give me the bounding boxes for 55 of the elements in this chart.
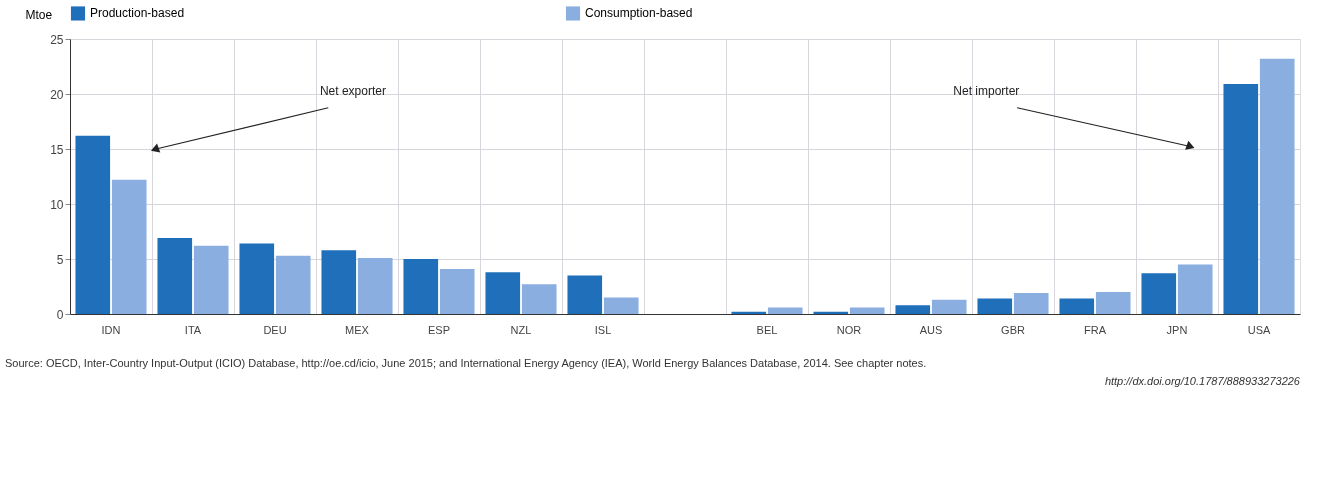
- x-tick-label: ISL: [594, 323, 612, 336]
- y-tick-label: 20: [50, 87, 64, 102]
- x-tick-label: NOR: [836, 323, 862, 336]
- bar: [521, 284, 557, 314]
- y-tick-label: 25: [50, 32, 64, 47]
- text: http://dx.doi.org/10.1787/888933273226: [1104, 375, 1301, 387]
- x-tick-label: USA: [1247, 323, 1271, 336]
- bar: [1095, 292, 1131, 314]
- bar: [1177, 264, 1213, 314]
- bar: [731, 311, 767, 314]
- x-tick-label: MEX: [345, 323, 370, 336]
- bar: [931, 299, 967, 314]
- x-tick-label: JPN: [1166, 323, 1188, 336]
- x-tick-label: DEU: [263, 323, 287, 336]
- bar: [485, 272, 521, 314]
- bar: [1059, 298, 1095, 314]
- bar: [239, 243, 275, 314]
- bar: [1223, 84, 1259, 314]
- y-tick-label: 10: [50, 197, 64, 212]
- bar: [977, 298, 1013, 314]
- bar: [275, 255, 311, 314]
- x-tick-label: IDN: [101, 323, 121, 336]
- bar: [193, 245, 229, 314]
- y-axis-title: Mtoe: [25, 7, 53, 22]
- bar: [813, 311, 849, 314]
- bar: [1259, 58, 1295, 314]
- y-tick-label: 15: [50, 142, 64, 157]
- source-note: Source: OECD, Inter-Country Input-Output (ICIO) Database, http://oe.cd/icio, June 2015; and International Energy Agency (IEA), World Energy Balances Database, 2014. See chapter notes.: [5, 357, 927, 369]
- bar: [357, 257, 393, 314]
- bar: [849, 307, 885, 314]
- bar: [157, 238, 193, 314]
- bar: [767, 307, 803, 314]
- bar: [403, 259, 439, 314]
- x-tick-label: BEL: [756, 323, 778, 336]
- annotation: Net importer: [953, 84, 1020, 99]
- x-tick-label: AUS: [919, 323, 943, 336]
- bar: [1141, 273, 1177, 314]
- bar: [1013, 293, 1049, 314]
- bar: [895, 305, 931, 314]
- annotation: Net exporter: [319, 84, 386, 99]
- x-tick-label: GBR: [1001, 323, 1025, 336]
- y-tick-label: 0: [56, 307, 64, 322]
- x-tick-label: NZL: [510, 323, 532, 336]
- y-tick-label: 5: [56, 252, 64, 267]
- x-tick-label: ITA: [184, 323, 202, 336]
- legend-label: Production-based: [90, 6, 185, 21]
- x-tick-label: FRA: [1084, 323, 1107, 336]
- bar: [567, 275, 603, 314]
- legend-label: Consumption-based: [585, 6, 693, 21]
- bar: [603, 297, 639, 314]
- bar: [111, 179, 147, 314]
- x-tick-label: ESP: [427, 323, 451, 336]
- bar: [439, 268, 475, 314]
- bar: [75, 135, 111, 314]
- bar: [321, 250, 357, 314]
